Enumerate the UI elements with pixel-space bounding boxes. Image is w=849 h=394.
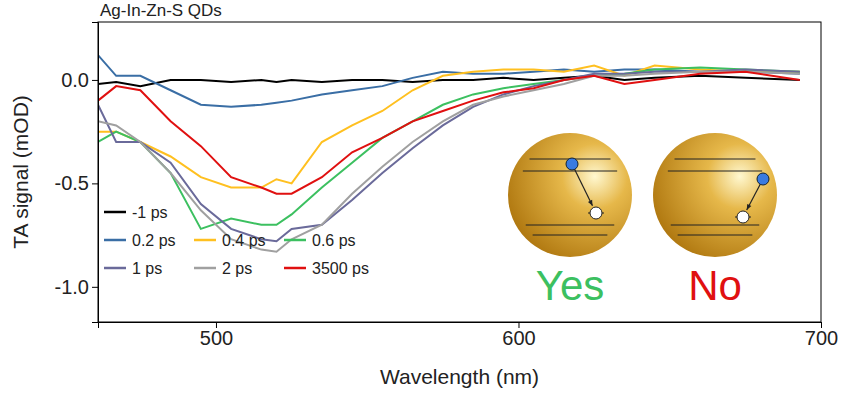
sphere (653, 133, 777, 257)
arrow-head (747, 204, 752, 210)
legend-item: -1 ps (104, 204, 168, 221)
inset-sphere (653, 133, 777, 257)
arrow-head (588, 200, 593, 206)
annotation: Yes (536, 262, 605, 309)
electron (757, 173, 769, 185)
x-tick: 500 (200, 322, 233, 349)
legend-swatch (194, 267, 216, 270)
legend-swatch (284, 267, 306, 270)
legend-item: 1 ps (104, 260, 162, 277)
series-line (98, 72, 800, 252)
series-line (98, 76, 800, 86)
y-axis: -1.0 -0.5 0.0 (55, 23, 99, 323)
y-tick-mark (92, 287, 98, 288)
legend: -1 ps 0.2 ps 0.4 ps 0.6 ps 1 ps 2 ps 3500 ps (104, 204, 369, 277)
y-axis-title: TA signal (mOD) (9, 95, 32, 249)
energy-level (671, 225, 760, 226)
legend-label: 0.6 ps (312, 232, 356, 249)
y-tick-label: -1.0 (55, 276, 89, 298)
legend-swatch (104, 267, 126, 270)
legend-item: 0.4 ps (194, 232, 266, 249)
x-tick: 700 (805, 322, 838, 349)
plot-area (98, 55, 800, 252)
hole (737, 211, 749, 223)
x-tick-label: 500 (200, 327, 233, 349)
x-tick: 600 (502, 322, 535, 349)
plot-frame (98, 22, 821, 322)
legend-swatch (104, 211, 126, 214)
x-tick-label: 600 (502, 327, 535, 349)
legend-label: 2 ps (222, 260, 252, 277)
series-line (98, 65, 800, 187)
hole (590, 207, 602, 219)
annotation: No (688, 262, 742, 309)
y-tick-label: -0.5 (55, 172, 89, 194)
title: Ag-In-Zn-S QDs (100, 1, 222, 20)
x-axis: 500 600 700 (99, 322, 839, 349)
legend-label: -1 ps (132, 204, 168, 221)
legend-swatch (194, 239, 216, 242)
legend-swatch (284, 239, 306, 242)
legend-item: 0.6 ps (284, 232, 356, 249)
y-tick: -0.5 (55, 172, 98, 194)
sphere (508, 133, 632, 257)
y-tick: 0.0 (61, 69, 98, 91)
series-line (98, 72, 800, 194)
y-tick-mark (92, 183, 98, 184)
inset-sphere (508, 133, 632, 257)
x-axis-title: Wavelength (nm) (380, 365, 539, 388)
legend-label: 3500 ps (312, 260, 369, 277)
legend-item: 3500 ps (284, 260, 369, 277)
y-axis-line (92, 23, 99, 323)
energy-level (675, 159, 756, 160)
series-line (98, 70, 800, 242)
insets (508, 133, 777, 257)
arrow (572, 164, 592, 206)
legend-swatch (104, 239, 126, 242)
energy-level (533, 235, 608, 236)
energy-level (523, 171, 617, 172)
y-tick-label: 0.0 (61, 69, 89, 91)
y-tick-mark (92, 80, 98, 81)
legend-label: 0.2 ps (132, 232, 176, 249)
x-tick-label: 700 (805, 327, 838, 349)
legend-label: 0.4 ps (222, 232, 266, 249)
legend-item: 0.2 ps (104, 232, 176, 249)
legend-item: 2 ps (194, 260, 252, 277)
energy-level (668, 171, 762, 172)
electron (566, 158, 578, 170)
energy-level (678, 235, 753, 236)
legend-label: 1 ps (132, 260, 162, 277)
energy-level (526, 225, 615, 226)
series-line (98, 68, 800, 229)
y-tick: -1.0 (55, 276, 98, 298)
chart: 500 600 700 -1.0 -0.5 0.0 Yes No -1 ps 0.2 ps 0.4 … (0, 0, 849, 394)
series-line (98, 55, 800, 107)
